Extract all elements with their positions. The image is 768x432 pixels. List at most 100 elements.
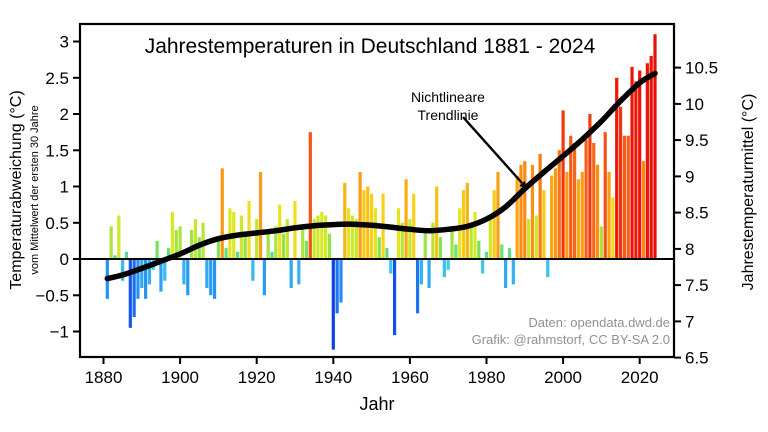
y-left-tick-label-0.5: 0.5 bbox=[45, 214, 69, 233]
bar-1938 bbox=[324, 215, 328, 259]
bar-1957 bbox=[396, 208, 401, 259]
y-right-tick-label-9: 9 bbox=[685, 167, 694, 186]
bar-2000 bbox=[561, 110, 565, 260]
bar-1961 bbox=[412, 193, 416, 259]
bar-1993 bbox=[534, 215, 538, 259]
bar-1998 bbox=[553, 168, 558, 260]
bar-1885 bbox=[121, 259, 125, 281]
bar-1909 bbox=[212, 259, 217, 299]
bar-2012 bbox=[607, 172, 611, 259]
bar-1960 bbox=[408, 219, 412, 260]
bar-1987 bbox=[511, 259, 515, 285]
bar-1971 bbox=[450, 230, 454, 259]
bar-1992 bbox=[530, 164, 535, 259]
bar-1939 bbox=[327, 233, 332, 260]
bar-1966 bbox=[431, 222, 435, 259]
bar-1917 bbox=[243, 233, 247, 260]
bar-1884 bbox=[117, 215, 121, 259]
left-axis-sublabel: vom Mittelwert der ersten 30 Jahre bbox=[29, 105, 41, 274]
y-left-tick-label-1.5: 1.5 bbox=[45, 141, 69, 160]
bar-1959 bbox=[404, 179, 408, 259]
bar-1895 bbox=[159, 259, 163, 292]
bar-1901 bbox=[182, 259, 186, 285]
bar-1999 bbox=[557, 150, 561, 259]
bar-1936 bbox=[316, 215, 320, 259]
bar-1968 bbox=[438, 237, 443, 259]
bar-2010 bbox=[599, 226, 603, 260]
y-right-tick-label-7: 7 bbox=[685, 312, 694, 331]
bar-1945 bbox=[350, 215, 355, 259]
x-tick-label-2000: 2000 bbox=[544, 368, 582, 387]
bar-1985 bbox=[504, 259, 508, 288]
bar-1984 bbox=[500, 244, 504, 259]
bar-2016 bbox=[622, 135, 626, 259]
bar-1977 bbox=[473, 211, 477, 260]
bar-1890 bbox=[140, 259, 144, 288]
bar-1982 bbox=[492, 190, 496, 260]
x-axis-label: Jahr bbox=[359, 394, 394, 414]
bar-1962 bbox=[415, 259, 420, 314]
bar-2019 bbox=[634, 81, 638, 260]
bar-1908 bbox=[209, 259, 213, 296]
bar-1896 bbox=[163, 259, 167, 281]
x-tick-label-1980: 1980 bbox=[468, 368, 506, 387]
bar-1995 bbox=[542, 190, 546, 260]
bar-1970 bbox=[446, 259, 450, 270]
bar-1964 bbox=[423, 230, 427, 259]
bar-1897 bbox=[167, 248, 171, 260]
x-tick-label-1900: 1900 bbox=[161, 368, 199, 387]
bar-1954 bbox=[385, 248, 389, 260]
bar-2007 bbox=[588, 114, 592, 259]
bar-2004 bbox=[576, 179, 581, 259]
bar-1946 bbox=[354, 219, 358, 260]
bar-1976 bbox=[469, 222, 473, 259]
x-tick-label-1960: 1960 bbox=[391, 368, 429, 387]
bar-1951 bbox=[373, 208, 378, 259]
bar-1907 bbox=[205, 259, 209, 288]
y-right-tick-label-8: 8 bbox=[685, 240, 694, 259]
bar-1990 bbox=[523, 161, 527, 260]
bar-1958 bbox=[400, 222, 404, 259]
bar-2020 bbox=[638, 70, 642, 259]
y-left-tick-label-1: 1 bbox=[60, 178, 69, 197]
bar-1994 bbox=[538, 153, 542, 260]
bar-1887 bbox=[128, 259, 132, 328]
bar-1902 bbox=[186, 259, 190, 296]
bar-1921 bbox=[258, 172, 263, 259]
y-right-tick-label-6.5: 6.5 bbox=[685, 349, 709, 368]
bar-1911 bbox=[220, 168, 224, 260]
bar-1931 bbox=[297, 259, 301, 285]
bar-1988 bbox=[515, 175, 519, 260]
bar-1989 bbox=[519, 164, 523, 259]
plot-frame bbox=[78, 22, 676, 359]
bar-2006 bbox=[584, 139, 588, 260]
bar-2001 bbox=[565, 172, 569, 259]
bar-2003 bbox=[572, 143, 577, 259]
credit-author: Grafik: @rahmstorf, CC BY-SA 2.0 bbox=[472, 332, 670, 347]
bar-2023 bbox=[649, 56, 653, 259]
bar-1942 bbox=[339, 259, 343, 303]
bar-1943 bbox=[343, 182, 347, 260]
y-right-tick-label-7.5: 7.5 bbox=[685, 276, 709, 295]
credit-data-source: Daten: opendata.dwd.de bbox=[528, 315, 670, 330]
bar-1933 bbox=[304, 240, 309, 260]
bar-1934 bbox=[308, 132, 312, 260]
bar-2024 bbox=[653, 34, 657, 259]
bar-1937 bbox=[320, 211, 324, 260]
bar-2009 bbox=[595, 164, 600, 259]
bar-1924 bbox=[270, 251, 274, 259]
annotation-line1: Nichtlineare bbox=[411, 89, 485, 105]
bar-2018 bbox=[630, 66, 634, 260]
bar-1979 bbox=[481, 259, 485, 274]
bar-1898 bbox=[170, 211, 175, 260]
right-axis-label: Jahrestemperaturmittel (°C) bbox=[740, 94, 757, 291]
bar-1882 bbox=[109, 226, 113, 260]
bar-1891 bbox=[144, 259, 148, 299]
y-left-tick-label--1: −1 bbox=[50, 323, 69, 342]
bar-1935 bbox=[312, 219, 316, 260]
bar-1955 bbox=[389, 259, 393, 274]
bar-1912 bbox=[224, 248, 228, 260]
bar-1965 bbox=[427, 259, 431, 288]
bar-1883 bbox=[113, 255, 117, 260]
